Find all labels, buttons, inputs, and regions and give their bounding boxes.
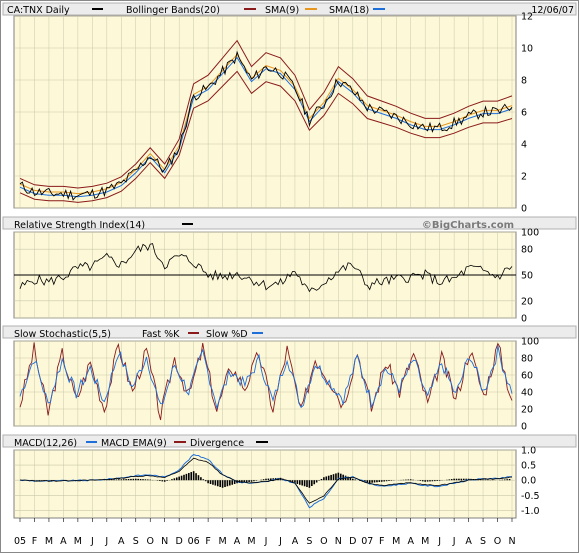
stochastic-title: Slow Stochastic(5,5) (14, 329, 111, 340)
x-label: J (90, 536, 94, 547)
x-label: A (60, 536, 67, 547)
panel-3-ytick: 0.0 (521, 476, 536, 487)
x-label: A (292, 536, 299, 547)
x-label: M (218, 536, 226, 547)
panel-2-header-bar (2, 325, 577, 339)
x-label: J (278, 536, 282, 547)
x-label: S (133, 536, 139, 547)
x-label: M (421, 536, 429, 547)
chart-date: 12/06/07 (531, 5, 574, 16)
x-label: S (480, 536, 486, 547)
slow-d-legend: Slow %D (206, 329, 248, 340)
panel-0-ytick: 0 (521, 204, 527, 215)
bigcharts-watermark: ©BigCharts.com (422, 220, 514, 231)
rsi-line (19, 243, 513, 293)
panel-3-ytick: -1.0 (521, 506, 540, 517)
x-label: O (146, 536, 153, 547)
x-label: J (104, 536, 108, 547)
sma9-line (19, 53, 513, 195)
x-label: 07 (361, 536, 373, 547)
x-label: D (349, 536, 356, 547)
sma9-legend: SMA(9) (265, 5, 299, 16)
panel-2-ytick: 40 (521, 388, 533, 399)
panel-3-ytick: 1.0 (521, 446, 536, 457)
x-label: S (306, 536, 312, 547)
panel-1-ytick: 50 (521, 271, 533, 282)
x-label: F (205, 536, 210, 547)
bollinger-legend: Bollinger Bands(20) (126, 5, 220, 16)
x-label: A (407, 536, 414, 547)
panel-3-ytick: -0.5 (521, 491, 540, 502)
x-label: O (494, 536, 501, 547)
panel-3-header-bar (2, 434, 577, 448)
panel-0-ytick: 12 (521, 12, 533, 23)
panel-1-header-bar (2, 216, 577, 230)
x-label: A (465, 536, 472, 547)
panel-2-ytick: 100 (521, 337, 539, 348)
sma18-line (19, 56, 513, 198)
panel-1-ytick: 100 (521, 228, 539, 239)
sma18-legend: SMA(18) (329, 5, 369, 16)
x-label: F (379, 536, 384, 547)
rsi-title: Relative Strength Index(14) (14, 220, 145, 231)
panel-2-ytick: 0 (521, 422, 527, 433)
panel-3-plot-area (13, 449, 517, 519)
x-label: N (508, 536, 515, 547)
x-label: N (335, 536, 342, 547)
x-label: 06 (188, 536, 200, 547)
x-label: N (161, 536, 168, 547)
x-label: J (437, 536, 441, 547)
panel-1-ytick: 20 (521, 296, 533, 307)
fast-k-legend: Fast %K (142, 329, 180, 340)
bollinger-lower (19, 70, 513, 203)
macd-ema-legend: MACD EMA(9) (101, 438, 167, 449)
macd-line (19, 457, 512, 504)
x-label: F (32, 536, 37, 547)
x-label: J (452, 536, 456, 547)
panel-0-ytick: 10 (521, 44, 533, 55)
panel-1-ytick: 0 (521, 314, 527, 325)
x-label: M (392, 536, 400, 547)
price-title: CA:TNX Daily (7, 5, 70, 16)
x-label: A (234, 536, 241, 547)
x-label: O (320, 536, 327, 547)
panel-0-ytick: 2 (521, 172, 527, 183)
fast-k-line (19, 342, 513, 421)
bollinger-upper (19, 39, 513, 189)
panel-0-ytick: 4 (521, 140, 527, 151)
slow-d-line (19, 345, 513, 410)
panel-2-ytick: 60 (521, 371, 533, 382)
panel-3-ytick: 0.5 (521, 461, 536, 472)
x-label: D (176, 536, 183, 547)
x-label: J (264, 536, 268, 547)
divergence-legend: Divergence (190, 438, 244, 449)
panel-1-ytick: 80 (521, 245, 533, 256)
price-line (19, 50, 513, 201)
panel-0-ytick: 8 (521, 76, 527, 87)
panel-0-ytick: 6 (521, 108, 527, 119)
x-label: A (118, 536, 125, 547)
panel-2-ytick: 80 (521, 354, 533, 365)
x-label: 05 (14, 536, 26, 547)
x-label: M (45, 536, 53, 547)
panel-0-header-bar (2, 2, 577, 16)
x-label: M (74, 536, 82, 547)
macd-title: MACD(12,26) (14, 438, 77, 449)
panel-2-ytick: 20 (521, 405, 533, 416)
x-label: M (247, 536, 255, 547)
